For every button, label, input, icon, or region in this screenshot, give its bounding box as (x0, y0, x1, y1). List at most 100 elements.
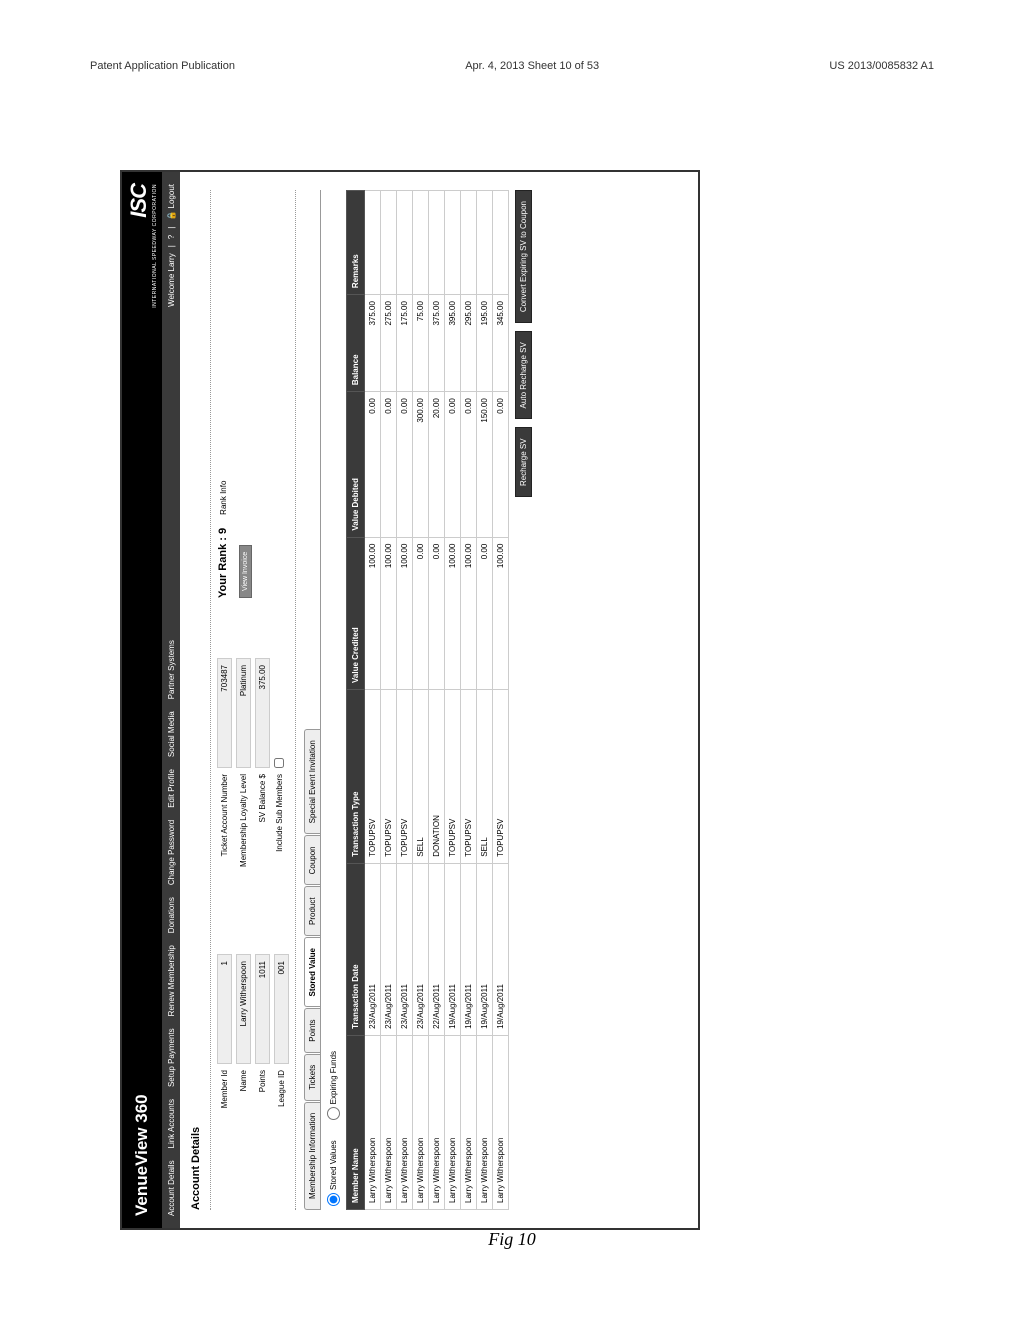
table-cell: 100.00 (461, 537, 477, 689)
table-cell (381, 191, 397, 295)
pub-left: Patent Application Publication (90, 60, 235, 72)
table-cell: 19/Aug/2011 (493, 863, 509, 1035)
include-sub-checkbox[interactable] (274, 758, 284, 768)
rank-info-link[interactable]: Rank Info (219, 481, 228, 515)
table-cell: 0.00 (477, 537, 493, 689)
table-row: Larry Witherspoon23/Aug/2011TOPUPSV100.0… (381, 191, 397, 1210)
table-cell (365, 191, 381, 295)
table-cell: Larry Witherspoon (429, 1035, 445, 1209)
table-cell: Larry Witherspoon (381, 1035, 397, 1209)
logo-text: ISC (126, 184, 152, 308)
nav-link-accounts[interactable]: Link Accounts (167, 1099, 176, 1148)
label-member-id: Member Id (220, 1070, 229, 1190)
figure-label: Fig 10 (488, 1229, 536, 1250)
table-row: Larry Witherspoon19/Aug/2011TOPUPSV100.0… (445, 191, 461, 1210)
nav-social-media[interactable]: Social Media (167, 711, 176, 757)
table-row: Larry Witherspoon19/Aug/2011TOPUPSV100.0… (461, 191, 477, 1210)
auto-recharge-sv-button[interactable]: Auto Recharge SV (515, 331, 532, 419)
table-cell: 23/Aug/2011 (397, 863, 413, 1035)
label-league-id: League ID (277, 1070, 286, 1190)
val-loyalty-level: Platinum (236, 658, 251, 768)
view-invoice-button[interactable]: View Invoice (239, 545, 252, 598)
table-cell: Larry Witherspoon (413, 1035, 429, 1209)
recharge-sv-button[interactable]: Recharge SV (515, 427, 532, 497)
nav-setup-payments[interactable]: Setup Payments (167, 1028, 176, 1087)
table-cell: TOPUPSV (493, 689, 509, 863)
nav-renew-membership[interactable]: Renew Membership (167, 945, 176, 1016)
table-cell: 345.00 (493, 295, 509, 392)
table-cell: 175.00 (397, 295, 413, 392)
label-include-sub: Include Sub Members (275, 774, 284, 894)
table-cell: 100.00 (445, 537, 461, 689)
val-member-id: 1 (217, 954, 232, 1064)
table-cell: TOPUPSV (381, 689, 397, 863)
label-loyalty-level: Membership Loyalty Level (239, 774, 248, 894)
action-row: Recharge SV Auto Recharge SV Convert Exp… (509, 190, 538, 1210)
table-cell: 100.00 (493, 537, 509, 689)
app-title: VenueView 360 (132, 1094, 152, 1216)
table-cell: 195.00 (477, 295, 493, 392)
tab-tickets[interactable]: Tickets (304, 1054, 320, 1101)
pub-center: Apr. 4, 2013 Sheet 10 of 53 (465, 60, 599, 72)
table-cell: 23/Aug/2011 (381, 863, 397, 1035)
table-row: Larry Witherspoon19/Aug/2011SELL0.00150.… (477, 191, 493, 1210)
table-cell: SELL (477, 689, 493, 863)
val-league-id: 001 (274, 954, 289, 1064)
table-cell: 295.00 (461, 295, 477, 392)
table-cell (461, 191, 477, 295)
table-cell (413, 191, 429, 295)
th-balance: Balance (347, 295, 365, 392)
table-cell: TOPUPSV (397, 689, 413, 863)
radio-expiring-funds[interactable]: Expiring Funds (327, 1051, 340, 1120)
val-points: 1011 (255, 954, 270, 1064)
nav-links: Account Details Link Accounts Setup Paym… (167, 640, 176, 1216)
table-cell: 19/Aug/2011 (461, 863, 477, 1035)
table-cell: TOPUPSV (445, 689, 461, 863)
table-cell: 0.00 (397, 392, 413, 537)
table-cell: 275.00 (381, 295, 397, 392)
tab-coupon[interactable]: Coupon (304, 835, 320, 885)
table-row: Larry Witherspoon19/Aug/2011TOPUPSV100.0… (493, 191, 509, 1210)
table-cell: 19/Aug/2011 (445, 863, 461, 1035)
table-cell (445, 191, 461, 295)
table-cell: Larry Witherspoon (445, 1035, 461, 1209)
convert-expiring-button[interactable]: Convert Expiring SV to Coupon (515, 190, 532, 323)
table-cell: 20.00 (429, 392, 445, 537)
table-cell: 395.00 (445, 295, 461, 392)
nav-donations[interactable]: Donations (167, 897, 176, 933)
table-cell: TOPUPSV (365, 689, 381, 863)
table-cell: 0.00 (445, 392, 461, 537)
table-cell: 375.00 (429, 295, 445, 392)
table-cell (429, 191, 445, 295)
table-row: Larry Witherspoon23/Aug/2011SELL0.00300.… (413, 191, 429, 1210)
th-debited: Value Debited (347, 392, 365, 537)
nav-partner-systems[interactable]: Partner Systems (167, 640, 176, 699)
tab-stored-value[interactable]: Stored Value (304, 937, 320, 1007)
welcome-text: Welcome Larry (167, 253, 176, 307)
nav-change-password[interactable]: Change Password (167, 820, 176, 885)
tab-membership-info[interactable]: Membership Information (304, 1102, 320, 1210)
table-cell: Larry Witherspoon (493, 1035, 509, 1209)
tabs: Membership Information Tickets Points St… (304, 190, 321, 1210)
logout-link[interactable]: 🔒 Logout (167, 184, 176, 221)
tab-product[interactable]: Product (304, 886, 320, 936)
val-sv-balance: 375.00 (255, 658, 270, 768)
table-cell: 100.00 (397, 537, 413, 689)
table-cell: 150.00 (477, 392, 493, 537)
nav-edit-profile[interactable]: Edit Profile (167, 769, 176, 808)
navbar: Account Details Link Accounts Setup Paym… (162, 172, 180, 1228)
help-icon[interactable]: ? (167, 235, 176, 239)
table-cell (477, 191, 493, 295)
nav-account-details[interactable]: Account Details (167, 1160, 176, 1216)
user-info: Welcome Larry | ? | 🔒 Logout (167, 184, 176, 307)
tab-special-event[interactable]: Special Event Invitation (304, 729, 320, 834)
table-row: Larry Witherspoon23/Aug/2011TOPUPSV100.0… (397, 191, 413, 1210)
radio-stored-values[interactable]: Stored Values (327, 1140, 340, 1206)
th-member-name: Member Name (347, 1035, 365, 1209)
table-row: Larry Witherspoon22/Aug/2011DONATION0.00… (429, 191, 445, 1210)
table-cell: 19/Aug/2011 (477, 863, 493, 1035)
table-cell: 23/Aug/2011 (413, 863, 429, 1035)
table-cell (493, 191, 509, 295)
tab-points[interactable]: Points (304, 1008, 320, 1052)
val-name: Larry Witherspoon (236, 954, 251, 1064)
